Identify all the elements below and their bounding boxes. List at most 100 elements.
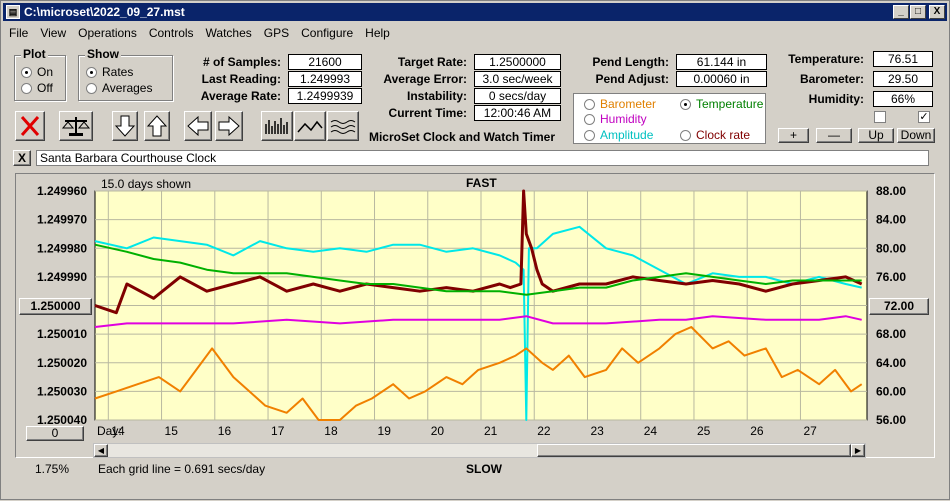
checkbox-1[interactable] <box>874 111 886 123</box>
app-icon[interactable]: ▤ <box>6 5 20 19</box>
x-tick-label: 18 <box>324 424 338 438</box>
left-tick-label: 1.249980 <box>37 241 87 255</box>
series-amplitude-label: Amplitude <box>600 128 654 142</box>
menu-configure[interactable]: Configure <box>301 26 354 40</box>
x-axis-label: Day: <box>97 424 122 438</box>
series-barometer-label: Barometer <box>600 97 657 111</box>
x-tick-label: 14 <box>111 424 125 438</box>
radio-dot <box>584 129 595 141</box>
up-button[interactable]: Up <box>858 128 894 143</box>
target-rate-value[interactable]: 1.2500000 <box>474 54 561 70</box>
series-line-0 <box>94 225 862 421</box>
grid-lines <box>95 190 867 421</box>
arrow-down-icon <box>114 115 136 137</box>
horizontal-scrollbar[interactable]: ◀ ▶ <box>93 443 866 458</box>
plus-button[interactable]: + <box>778 128 809 143</box>
series-amplitude-radio[interactable]: Amplitude <box>584 128 653 142</box>
balance-button[interactable] <box>59 111 93 141</box>
x-tick-label: 16 <box>218 424 232 438</box>
window-title: C:\microset\2022_09_27.mst <box>24 5 185 19</box>
menu-file[interactable]: File <box>9 26 29 40</box>
scroll-thumb[interactable] <box>537 444 851 457</box>
x-tick-label: 19 <box>378 424 392 438</box>
pend-length-value[interactable]: 61.144 in <box>676 54 767 70</box>
up-arrow-button[interactable] <box>144 111 170 141</box>
red-x-icon <box>20 116 40 136</box>
x-tick-label: 22 <box>537 424 551 438</box>
average-rate-value: 1.2499939 <box>288 88 362 104</box>
left-tick-label: 1.250040 <box>37 413 87 427</box>
series-humidity-radio[interactable]: Humidity <box>584 112 647 126</box>
plot-off-radio[interactable]: Off <box>21 81 53 95</box>
temperature-value: 76.51 <box>873 51 933 67</box>
radio-dot <box>680 129 691 141</box>
show-group <box>78 55 173 101</box>
left-tick-label: 1.250020 <box>37 356 87 370</box>
x-tick-label: 17 <box>271 424 285 438</box>
x-tick-label: 21 <box>484 424 498 438</box>
menu-help[interactable]: Help <box>365 26 390 40</box>
humidity-value: 66% <box>873 91 933 107</box>
maximize-button[interactable]: □ <box>910 5 926 19</box>
x-tick-label: 26 <box>750 424 764 438</box>
down-button[interactable]: Down <box>897 128 935 143</box>
plot-on-radio[interactable]: On <box>21 65 53 79</box>
samples-label: # of Samples: <box>202 55 281 69</box>
temperature-label: Temperature: <box>788 52 864 66</box>
menu-gps[interactable]: GPS <box>263 26 290 40</box>
average-rate-label: Average Rate: <box>200 89 281 103</box>
pend-length-label: Pend Length: <box>592 55 669 69</box>
series-clockrate-radio[interactable]: Clock rate <box>680 128 750 142</box>
offset-button[interactable]: 0 <box>26 426 84 441</box>
pend-adjust-value[interactable]: 0.00060 in <box>676 71 767 87</box>
menu-watches[interactable]: Watches <box>205 26 252 40</box>
series-line-1 <box>94 189 863 315</box>
series-barometer-radio[interactable]: Barometer <box>584 97 656 111</box>
close-window-button[interactable]: X <box>929 5 945 19</box>
scroll-right-button[interactable]: ▶ <box>851 444 865 457</box>
plot-group-label: Plot <box>21 47 48 61</box>
down-arrow-button[interactable] <box>112 111 138 141</box>
clock-name-field[interactable]: Santa Barbara Courthouse Clock <box>36 150 929 166</box>
humidity-label: Humidity: <box>808 92 864 106</box>
last-reading-value: 1.249993 <box>288 71 362 87</box>
target-rate-label: Target Rate: <box>397 55 467 69</box>
minus-button[interactable]: — <box>816 128 852 143</box>
right-scale-button[interactable]: 72.00 <box>869 298 929 315</box>
barometer-label: Barometer: <box>799 72 864 86</box>
series-lines <box>94 189 863 421</box>
left-tick-label: 1.249970 <box>37 213 87 227</box>
minimize-button[interactable]: _ <box>893 5 909 19</box>
scroll-left-button[interactable]: ◀ <box>94 444 108 457</box>
checkbox-2[interactable]: ✓ <box>918 111 930 123</box>
left-tick-label: 1.250030 <box>37 384 87 398</box>
show-rates-label: Rates <box>102 65 134 79</box>
plot-off-label: Off <box>37 81 53 95</box>
close-clock-button[interactable]: X <box>13 150 31 166</box>
radio-dot <box>21 82 32 94</box>
menu-controls[interactable]: Controls <box>148 26 194 40</box>
series-line-4 <box>94 326 863 421</box>
barometer-value: 29.50 <box>873 71 933 87</box>
right-arrow-button[interactable] <box>215 111 243 141</box>
left-arrow-button[interactable] <box>184 111 212 141</box>
series-temperature-radio[interactable]: Temperature <box>680 97 763 111</box>
left-tick-label: 1.250010 <box>37 327 87 341</box>
pend-adjust-label: Pend Adjust: <box>595 72 669 86</box>
right-tick-label: 84.00 <box>876 213 906 227</box>
menu-operations[interactable]: Operations <box>78 26 137 40</box>
bars-view-button[interactable] <box>261 111 293 141</box>
show-rates-radio[interactable]: Rates <box>86 65 133 79</box>
stop-button[interactable] <box>15 111 45 141</box>
left-scale-button[interactable]: 1.250000 <box>19 298 92 315</box>
radio-dot <box>86 82 97 94</box>
menu-view[interactable]: View <box>40 26 67 40</box>
balance-scale-icon <box>61 117 91 136</box>
arrow-right-icon <box>218 115 240 137</box>
wave-view-button[interactable] <box>327 111 359 141</box>
right-tick-label: 68.00 <box>876 327 906 341</box>
line-view-button[interactable] <box>294 111 326 141</box>
show-averages-radio[interactable]: Averages <box>86 81 152 95</box>
